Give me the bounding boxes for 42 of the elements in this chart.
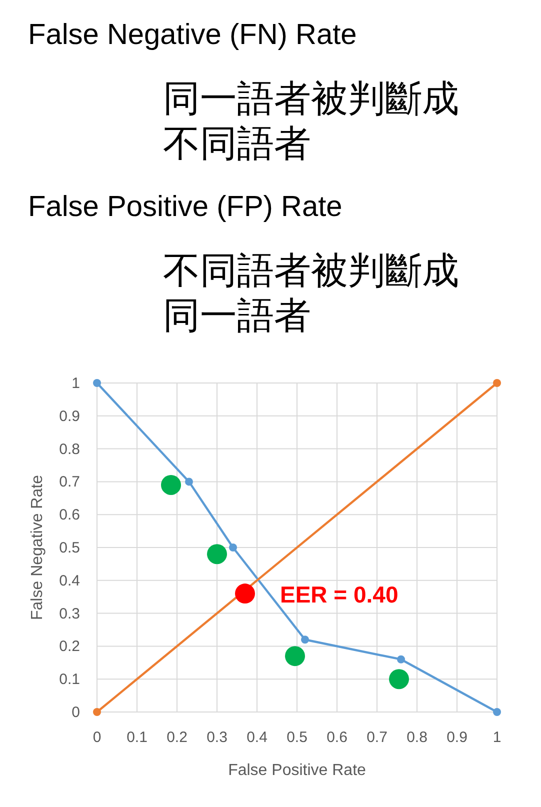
x-axis-title: False Positive Rate — [228, 762, 366, 779]
y-tick-label: 0.1 — [59, 671, 80, 688]
point — [285, 646, 305, 666]
y-tick-label: 0 — [72, 704, 80, 721]
x-tick-label: 0 — [92, 729, 102, 746]
text: 不同語者被判斷成同一語者 — [163, 249, 460, 338]
x-tick-label: 0.6 — [326, 729, 348, 746]
x-tick-label: 0.9 — [446, 729, 468, 746]
y-tick-label: 0.2 — [59, 638, 80, 656]
y-tick-label: 0.7 — [59, 474, 80, 491]
point — [93, 708, 101, 716]
point — [493, 708, 501, 716]
x-tick-label: 0.8 — [406, 729, 428, 746]
y-tick-label: 0.3 — [59, 605, 80, 622]
y-tick-label: 1 — [72, 375, 80, 392]
y-tick-label: 0.8 — [59, 440, 80, 458]
x-tick-label: 0.2 — [166, 729, 188, 746]
text: 同一語者被判斷成不同語者 — [163, 77, 460, 166]
x-tick-label: 0.1 — [126, 729, 148, 746]
point — [207, 544, 227, 564]
x-tick-label: 0.7 — [366, 729, 388, 746]
point — [229, 544, 237, 552]
x-tick-label: 0.3 — [206, 729, 228, 746]
point — [93, 379, 101, 387]
point — [493, 379, 501, 387]
point — [185, 478, 193, 486]
y-tick-label: 0.4 — [59, 572, 80, 590]
point — [301, 636, 309, 644]
x-tick-label: 1 — [492, 729, 502, 746]
text: False Positive (FP) Rate — [28, 191, 344, 224]
point — [389, 669, 409, 690]
y-axis-title: False Negative Rate — [29, 474, 46, 620]
x-tick-label: 0.4 — [246, 729, 268, 746]
text: False Negative (FN) Rate — [28, 19, 358, 52]
x-tick-label: 0.5 — [286, 729, 308, 746]
y-tick-label: 0.6 — [59, 506, 80, 524]
point — [161, 474, 181, 495]
point — [235, 584, 255, 604]
y-tick-label: 0.5 — [59, 540, 80, 556]
y-tick-label: 0.9 — [59, 408, 80, 425]
point — [397, 655, 405, 664]
annotation: EER = 0.40 — [280, 582, 398, 608]
